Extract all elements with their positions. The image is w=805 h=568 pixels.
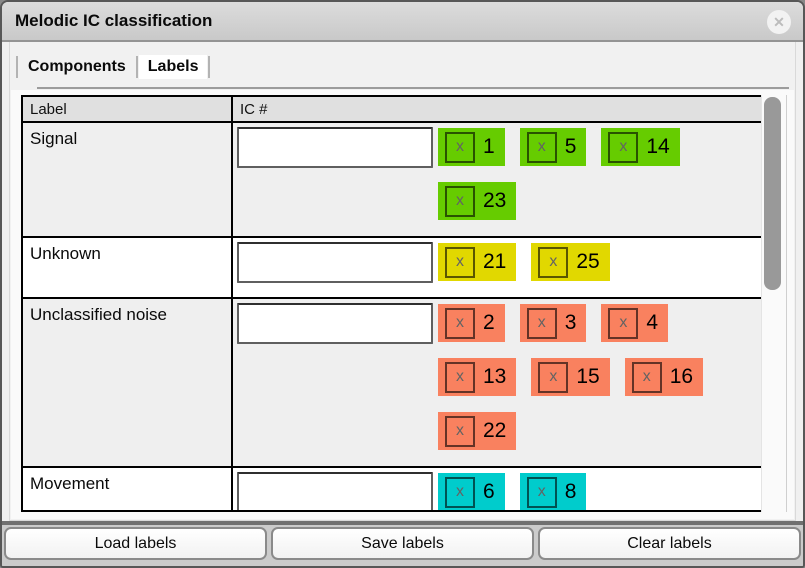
tag-number: 25 <box>576 250 600 273</box>
row-label: Movement <box>23 468 233 510</box>
tag-number: 13 <box>483 365 507 388</box>
tag-line: x 22 <box>438 412 703 450</box>
table-body: Signal x 1 x 5 x 14 x 23 Unknown x 21 x 25 Unclassifie… <box>23 123 761 510</box>
row-ic-cell: x 2 x 3 x 4 x 13 x 15 x 16 x 22 <box>233 299 761 466</box>
remove-tag-button[interactable]: x <box>608 131 639 163</box>
tag-number: 4 <box>646 311 659 334</box>
tag-number: 5 <box>564 135 577 158</box>
row-label: Unclassified noise <box>23 299 233 466</box>
title-bar: Melodic IC classification ✕ <box>2 2 803 42</box>
tab-components[interactable]: Components <box>28 58 126 75</box>
tag-line: x 21 x 25 <box>438 243 610 281</box>
tag-number: 16 <box>669 365 694 388</box>
remove-tag-button[interactable]: x <box>445 185 475 217</box>
vertical-scrollbar[interactable] <box>761 95 787 512</box>
ic-tag: x 15 <box>531 358 610 396</box>
tag-number: 14 <box>646 135 670 158</box>
tag-number: 21 <box>483 250 507 273</box>
labels-scroll-area: Label IC # Signal x 1 x 5 x 14 x 23 Unknown x 21 x 25… <box>11 90 794 519</box>
tag-number: 15 <box>576 365 600 388</box>
table-row: Unclassified noise x 2 x 3 x 4 x 13 x 15 x 16 x 22 <box>23 299 761 468</box>
tag-number: 3 <box>564 311 577 334</box>
table-row: Unknown x 21 x 25 <box>23 238 761 299</box>
window-title: Melodic IC classification <box>15 11 213 30</box>
remove-tag-button[interactable]: x <box>526 476 557 508</box>
remove-tag-button[interactable]: x <box>445 131 475 163</box>
ic-tag: x 13 <box>438 358 517 396</box>
ic-tag: x 21 <box>438 243 517 281</box>
remove-tag-button[interactable]: x <box>526 307 557 339</box>
footer-bar: Load labels Save labels Clear labels <box>2 521 803 566</box>
column-header-label: Label <box>23 97 233 121</box>
clear-labels-button[interactable]: Clear labels <box>538 527 801 560</box>
ic-tag: x 25 <box>531 243 610 281</box>
tab-underline <box>37 87 789 89</box>
content-panel: Components Labels Label IC # Signal x 1 x 5 x… <box>9 42 796 521</box>
remove-tag-button[interactable]: x <box>445 307 475 339</box>
row-label: Signal <box>23 123 233 236</box>
tag-list: x 1 x 5 x 14 x 23 <box>438 123 680 236</box>
tag-number: 6 <box>483 480 495 503</box>
close-icon[interactable]: ✕ <box>767 10 791 34</box>
labels-table: Label IC # Signal x 1 x 5 x 14 x 23 Unknown x 21 x 25… <box>21 95 763 512</box>
tag-line: x 1 x 5 x 14 <box>438 128 680 166</box>
table-row: Signal x 1 x 5 x 14 x 23 <box>23 123 761 238</box>
footer-divider <box>2 521 803 525</box>
tab-separator <box>135 56 138 78</box>
tag-number: 8 <box>564 480 577 503</box>
tag-line: x 13 x 15 x 16 <box>438 358 704 396</box>
save-labels-button[interactable]: Save labels <box>271 527 534 560</box>
table-header: Label IC # <box>23 97 761 123</box>
vertical-scrollbar-thumb[interactable] <box>764 97 781 290</box>
tag-number: 23 <box>483 189 507 212</box>
remove-tag-button[interactable]: x <box>445 476 475 508</box>
tab-bar: Components Labels <box>10 42 795 89</box>
tag-number: 1 <box>483 135 495 158</box>
row-ic-cell: x 21 x 25 <box>233 238 761 297</box>
tag-list: x 21 x 25 <box>438 238 610 297</box>
ic-tag: x 16 <box>624 358 704 396</box>
remove-tag-button[interactable]: x <box>526 131 557 163</box>
ic-tag: x 14 <box>601 128 680 166</box>
load-labels-button[interactable]: Load labels <box>4 527 267 560</box>
tag-number: 2 <box>483 311 495 334</box>
remove-tag-button[interactable]: x <box>445 415 475 447</box>
tab-separator <box>16 56 18 78</box>
remove-tag-button[interactable]: x <box>608 307 639 339</box>
ic-number-input[interactable] <box>237 242 433 283</box>
tab-labels[interactable]: Labels <box>138 55 208 79</box>
ic-tag: x 22 <box>438 412 517 450</box>
ic-number-input[interactable] <box>237 303 433 344</box>
remove-tag-button[interactable]: x <box>631 361 662 393</box>
tag-line: x 23 <box>438 182 680 220</box>
column-header-ic: IC # <box>240 101 268 118</box>
tag-number: 22 <box>483 419 507 442</box>
remove-tag-button[interactable]: x <box>538 246 569 278</box>
row-label: Unknown <box>23 238 233 297</box>
remove-tag-button[interactable]: x <box>538 361 569 393</box>
tag-list: x 2 x 3 x 4 x 13 x 15 x 16 x 22 <box>438 299 704 466</box>
ic-number-input[interactable] <box>237 127 433 168</box>
remove-tag-button[interactable]: x <box>445 246 475 278</box>
row-ic-cell: x 1 x 5 x 14 x 23 <box>233 123 761 236</box>
ic-tag: x 23 <box>438 182 517 220</box>
table-row: Movement x 6 x 8 <box>23 468 761 510</box>
remove-tag-button[interactable]: x <box>445 361 475 393</box>
ic-number-input[interactable] <box>237 472 433 510</box>
tab-separator <box>208 56 211 78</box>
